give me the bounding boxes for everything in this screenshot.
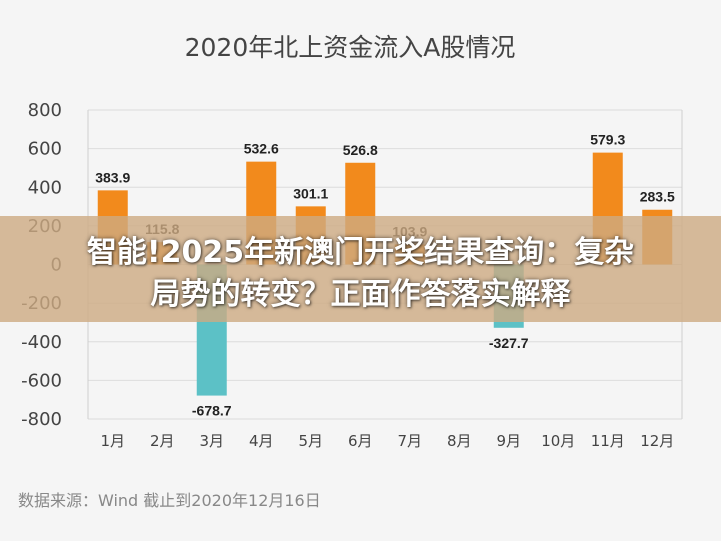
x-tick-label: 5月 <box>298 432 323 450</box>
x-tick-label: 8月 <box>447 432 472 450</box>
banner-line-1: 智能!2025年新澳门开奖结果查询：复杂 <box>86 235 635 270</box>
source-note: 数据来源：Wind 截止到2020年12月16日 <box>18 491 321 510</box>
y-tick-label: -400 <box>21 332 62 353</box>
x-tick-label: 3月 <box>199 432 224 450</box>
y-tick-label: 800 <box>28 100 62 121</box>
data-label: 532.6 <box>244 141 279 157</box>
data-label: 383.9 <box>95 169 130 185</box>
y-tick-label: -800 <box>21 409 62 430</box>
x-tick-label: 11月 <box>591 432 625 450</box>
data-label: 526.8 <box>343 142 378 158</box>
data-label: -327.7 <box>489 335 529 351</box>
y-tick-label: 600 <box>28 139 62 160</box>
x-tick-label: 10月 <box>541 432 575 450</box>
x-tick-label: 4月 <box>249 432 274 450</box>
x-tick-label: 1月 <box>100 432 125 450</box>
banner-headline[interactable]: 智能!2025年新澳门开奖结果查询：复杂 局势的转变？正面作答落实解释 <box>20 232 701 316</box>
chart-title: 2020年北上资金流入A股情况 <box>184 33 516 62</box>
x-tick-label: 9月 <box>496 432 521 450</box>
x-tick-label: 12月 <box>640 432 674 450</box>
y-tick-label: -600 <box>21 370 62 391</box>
y-tick-label: 400 <box>28 177 62 198</box>
x-tick-label: 7月 <box>397 432 422 450</box>
data-label: 301.1 <box>293 185 328 201</box>
data-label: 579.3 <box>590 132 625 148</box>
x-tick-label: 6月 <box>348 432 373 450</box>
data-label: 283.5 <box>640 189 675 205</box>
overlay-banner <box>0 216 721 322</box>
x-tick-label: 2月 <box>150 432 175 450</box>
banner-line-2: 局势的转变？正面作答落实解释 <box>150 277 571 312</box>
data-label: -678.7 <box>192 403 232 419</box>
